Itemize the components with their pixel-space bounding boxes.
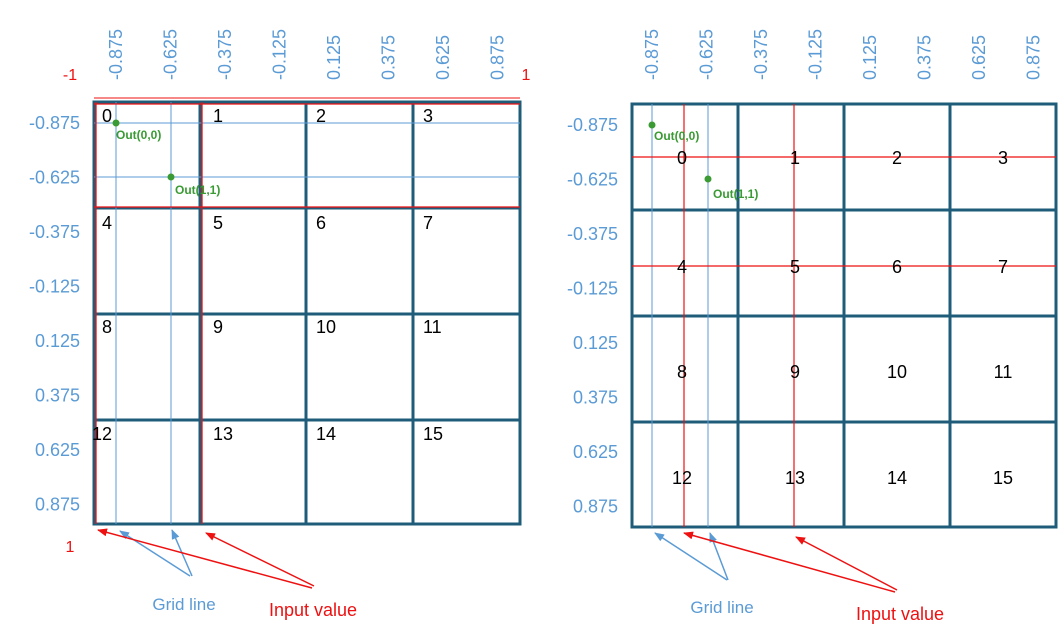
left-side-tick-label: 0.375 <box>35 386 80 406</box>
left-top-tick-label: 0.625 <box>433 35 453 80</box>
left-cell-number: 8 <box>102 317 112 337</box>
right-top-tick-label: -0.875 <box>642 29 662 80</box>
left-range-min-label: -1 <box>63 67 77 84</box>
left-panel-align-corners: -0.875 -0.625 -0.375 -0.125 0.125 0.375 0.625 0… <box>29 29 531 620</box>
left-cell-number: 6 <box>316 213 326 233</box>
right-cell-number: 3 <box>998 148 1008 168</box>
right-out-point-0-0 <box>648 121 656 129</box>
left-cell-number: 5 <box>213 213 223 233</box>
right-cell-number: 8 <box>677 362 687 382</box>
left-grid <box>92 100 522 526</box>
left-cell-number: 14 <box>316 424 336 444</box>
left-cell-number: 0 <box>102 106 112 126</box>
right-side-tick-label: 0.875 <box>573 497 618 517</box>
left-side-tick-label: 0.625 <box>35 440 80 460</box>
right-top-tick-label: -0.625 <box>697 29 717 80</box>
left-side-tick-label: -0.125 <box>29 277 80 297</box>
left-cell-number: 12 <box>92 424 112 444</box>
left-cell-number: 10 <box>316 317 336 337</box>
left-input-value-caption: Input value <box>269 600 357 620</box>
right-top-tick-labels: -0.875 -0.625 -0.375 -0.125 0.125 0.375 0.625 0… <box>642 29 1044 80</box>
right-out-point-1-1 <box>704 175 712 183</box>
left-cell-number: 9 <box>213 317 223 337</box>
right-top-tick-label: 0.625 <box>969 35 989 80</box>
right-top-tick-label: -0.375 <box>751 29 771 80</box>
right-cell-number: 4 <box>677 257 687 277</box>
right-grid-line-arrow-1 <box>709 532 729 581</box>
left-side-tick-labels: -0.875 -0.625 -0.375 -0.125 0.125 0.375 0.625 0… <box>29 113 80 515</box>
left-top-tick-label: -0.375 <box>215 29 235 80</box>
left-out-label-0-0: Out(0,0) <box>116 128 161 142</box>
left-out-label-1-1: Out(1,1) <box>175 183 220 197</box>
right-top-tick-label: 0.875 <box>1024 35 1044 80</box>
right-cell-number: 7 <box>998 257 1008 277</box>
left-cell-number: 1 <box>213 106 223 126</box>
left-cell-number: 7 <box>423 213 433 233</box>
right-side-tick-label: -0.625 <box>567 170 618 190</box>
right-cell-number: 11 <box>994 362 1013 382</box>
left-top-tick-labels: -0.875 -0.625 -0.375 -0.125 0.125 0.375 0.625 0… <box>106 29 508 80</box>
right-input-value-arrow-0 <box>683 531 896 593</box>
left-cell-number: 11 <box>423 317 442 337</box>
left-out-point-0-0 <box>112 119 120 127</box>
left-cell-number: 4 <box>102 213 112 233</box>
right-out-label-1-1: Out(1,1) <box>713 187 758 201</box>
right-cell-number: 6 <box>892 257 902 277</box>
left-cell-number: 3 <box>423 106 433 126</box>
right-input-value-arrow-1 <box>795 536 898 591</box>
right-cell-number: 5 <box>790 257 800 277</box>
left-grid-line-caption: Grid line <box>152 595 215 614</box>
left-cell-number: 13 <box>213 424 233 444</box>
right-cell-number: 10 <box>887 362 907 382</box>
left-side-tick-label: 0.875 <box>35 495 80 515</box>
left-side-tick-label: 0.125 <box>35 331 80 351</box>
right-cell-number: 0 <box>677 148 687 168</box>
right-side-tick-label: 0.625 <box>573 442 618 462</box>
left-top-tick-label: -0.125 <box>270 29 290 80</box>
left-top-tick-label: -0.625 <box>161 29 181 80</box>
right-side-tick-label: -0.125 <box>567 279 618 299</box>
right-cell-number: 12 <box>672 468 692 488</box>
right-side-tick-label: -0.375 <box>567 224 618 244</box>
right-out-label-0-0: Out(0,0) <box>654 129 699 143</box>
left-top-tick-label: 0.875 <box>488 35 508 80</box>
left-cell-number: 15 <box>423 424 443 444</box>
left-input-value-arrow-1 <box>205 532 315 587</box>
right-side-tick-label: -0.875 <box>567 115 618 135</box>
right-side-tick-labels: -0.875 -0.625 -0.375 -0.125 0.125 0.375 0.625 0… <box>567 115 618 517</box>
left-range-max-label-bottom: 1 <box>66 539 75 556</box>
left-top-tick-label: 0.125 <box>324 35 344 80</box>
right-side-tick-label: 0.375 <box>573 388 618 408</box>
left-range-max-label: 1 <box>522 67 531 84</box>
left-cell-number: 2 <box>316 106 326 126</box>
left-side-tick-label: -0.875 <box>29 113 80 133</box>
left-side-tick-label: -0.625 <box>29 168 80 188</box>
right-top-tick-label: 0.375 <box>915 35 935 80</box>
right-input-value-caption: Input value <box>856 604 944 624</box>
right-grid-line-caption: Grid line <box>690 598 753 617</box>
right-cell-number: 15 <box>993 468 1013 488</box>
right-top-tick-label: 0.125 <box>860 35 880 80</box>
left-out-point-1-1 <box>167 173 175 181</box>
left-input-value-arrow-0 <box>97 528 313 589</box>
left-grid-line-arrow-0 <box>119 530 191 577</box>
right-cell-number: 2 <box>892 148 902 168</box>
right-cell-number: 14 <box>887 468 907 488</box>
right-cell-number: 13 <box>785 468 805 488</box>
left-top-tick-label: 0.375 <box>379 35 399 80</box>
right-cell-number: 9 <box>790 362 800 382</box>
right-grid-line-arrow-0 <box>654 532 728 581</box>
right-side-tick-label: 0.125 <box>573 333 618 353</box>
left-top-tick-label: -0.875 <box>106 29 126 80</box>
right-panel-align-corners-false: -0.875 -0.625 -0.375 -0.125 0.125 0.375 0.625 0… <box>567 29 1058 624</box>
right-top-tick-label: -0.125 <box>806 29 826 80</box>
right-grid <box>630 102 1058 529</box>
left-side-tick-label: -0.375 <box>29 222 80 242</box>
right-cell-number: 1 <box>790 148 800 168</box>
